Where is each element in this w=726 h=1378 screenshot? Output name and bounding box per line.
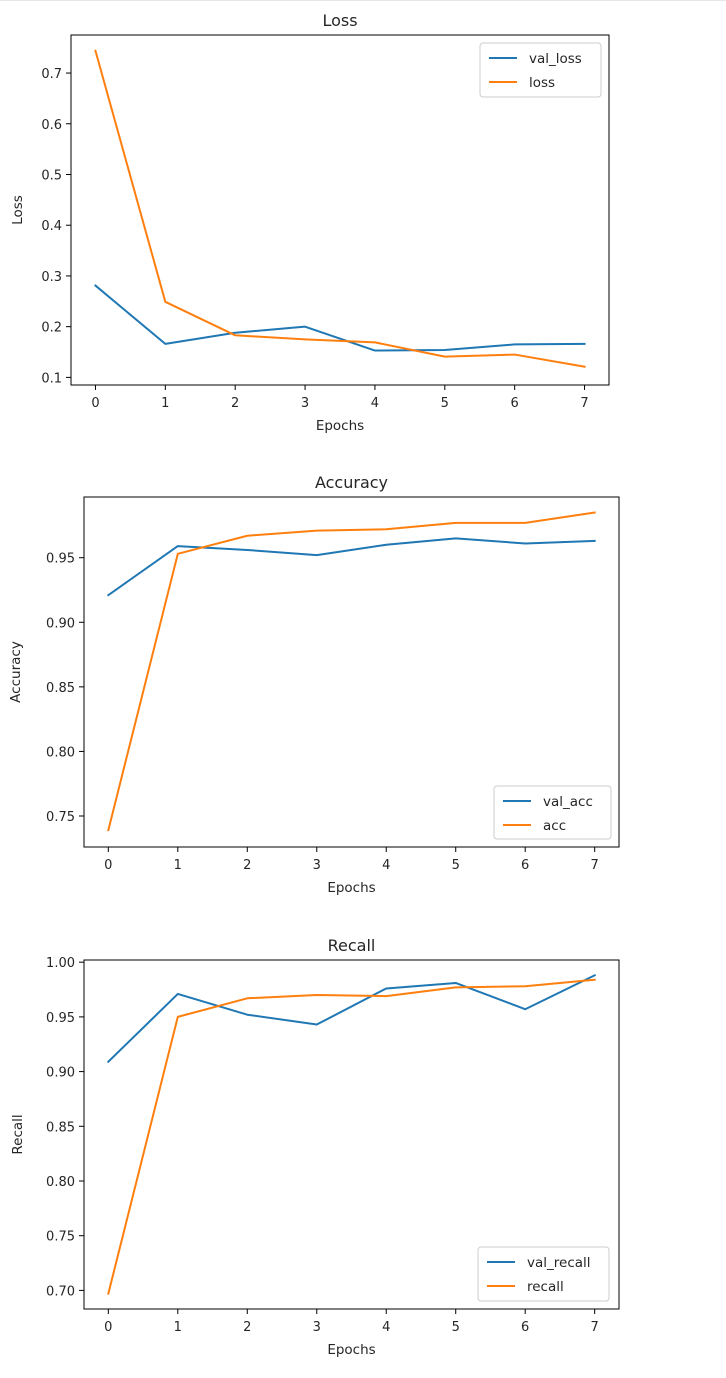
y-tick-label: 0.75 <box>46 1230 75 1245</box>
x-tick-label: 5 <box>452 1320 460 1335</box>
y-tick-label: 0.5 <box>41 168 62 183</box>
chart-title: Accuracy <box>315 473 388 492</box>
x-tick-label: 7 <box>591 858 599 873</box>
y-tick-label: 0.95 <box>46 1011 75 1026</box>
y-tick-label: 0.85 <box>46 681 75 696</box>
chart-title: Recall <box>328 936 376 955</box>
plot-frame <box>70 34 610 386</box>
legend-box <box>477 1246 610 1302</box>
y-axis-label: Accuracy <box>8 641 24 703</box>
y-tick-label: 0.85 <box>46 1120 75 1135</box>
y-tick-label: 1.00 <box>46 956 75 971</box>
x-tick-label: 4 <box>382 858 390 873</box>
legend-label-acc: acc <box>543 818 566 834</box>
x-tick-label: 1 <box>174 1320 182 1335</box>
plot-frame <box>83 959 620 1310</box>
legend-label-val_acc: val_acc <box>543 794 593 810</box>
chart-recall: 0 1 2 3 4 5 6 7 0.70 0.75 0.80 0.85 0.90 0.95 1.00 Reca… <box>10 936 620 1358</box>
x-tick-label: 3 <box>301 396 309 411</box>
series-line-loss <box>94 49 586 368</box>
y-tick-label: 0.7 <box>41 67 62 82</box>
chart-title: Loss <box>322 11 357 30</box>
x-axis-label: Epochs <box>327 1342 375 1358</box>
x-axis-label: Epochs <box>327 880 375 896</box>
x-tick-label: 0 <box>91 396 99 411</box>
series-line-val_loss <box>94 284 586 352</box>
legend-label-val_recall: val_recall <box>527 1255 591 1271</box>
x-tick-label: 5 <box>441 396 449 411</box>
top-divider <box>0 0 726 1</box>
y-tick-label: 0.2 <box>41 321 62 336</box>
x-axis-label: Epochs <box>316 418 364 434</box>
chart-loss: 0 1 2 3 4 5 6 7 0.1 0.2 0.3 0.4 0.5 0.6 0.7 Loss Epochs L… <box>10 11 610 434</box>
x-tick-label: 7 <box>580 396 588 411</box>
x-tick-label: 6 <box>511 396 519 411</box>
legend-label-recall: recall <box>527 1279 564 1295</box>
x-tick-label: 0 <box>104 1320 112 1335</box>
x-tick-label: 1 <box>161 396 169 411</box>
y-tick-label: 0.95 <box>46 552 75 567</box>
y-tick-label: 0.1 <box>41 371 62 386</box>
y-tick-label: 0.3 <box>41 270 62 285</box>
x-tick-label: 4 <box>371 396 379 411</box>
y-tick-label: 0.80 <box>46 1175 75 1190</box>
x-tick-label: 6 <box>521 858 529 873</box>
x-tick-label: 2 <box>243 858 251 873</box>
y-axis-label: Recall <box>10 1114 26 1154</box>
legend-label-loss: loss <box>529 75 555 91</box>
y-tick-label: 0.4 <box>41 219 62 234</box>
series-line-val_acc <box>106 537 596 597</box>
plot-frame <box>83 496 620 848</box>
y-tick-label: 0.75 <box>46 810 75 825</box>
y-axis-label: Loss <box>10 195 26 225</box>
x-tick-label: 4 <box>382 1320 390 1335</box>
y-tick-label: 0.90 <box>46 1066 75 1081</box>
x-tick-label: 6 <box>521 1320 529 1335</box>
x-tick-label: 2 <box>231 396 239 411</box>
x-tick-label: 0 <box>104 858 112 873</box>
series-line-acc <box>107 511 596 832</box>
series-line-val_recall <box>106 973 597 1064</box>
legend-box <box>479 42 602 98</box>
chart-accuracy: 0 1 2 3 4 5 6 7 0.75 0.80 0.85 0.90 0.95 Accuracy Epoc… <box>8 473 620 896</box>
y-tick-label: 0.70 <box>46 1284 75 1299</box>
x-tick-label: 1 <box>174 858 182 873</box>
x-tick-label: 3 <box>313 858 321 873</box>
x-tick-label: 2 <box>243 1320 251 1335</box>
y-tick-label: 0.90 <box>46 616 75 631</box>
y-tick-label: 0.6 <box>41 118 62 133</box>
x-tick-label: 7 <box>591 1320 599 1335</box>
legend-label-val_loss: val_loss <box>529 51 582 67</box>
x-tick-label: 5 <box>452 858 460 873</box>
series-line-recall <box>107 978 596 1295</box>
y-tick-label: 0.80 <box>46 745 75 760</box>
x-tick-label: 3 <box>313 1320 321 1335</box>
